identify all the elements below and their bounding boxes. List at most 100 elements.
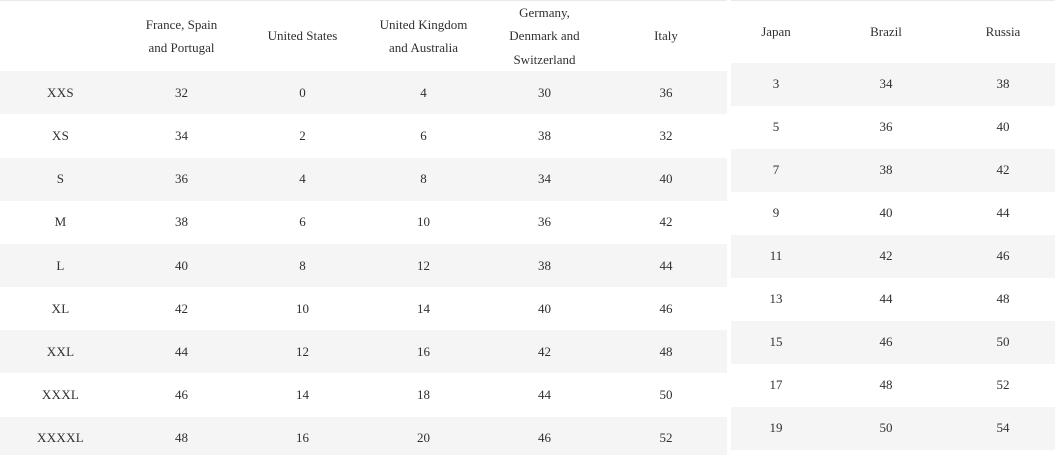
size-value-cell: 40 <box>879 205 893 220</box>
table-row: XXXL 46 14 18 44 50 <box>0 373 727 416</box>
size-value-cell: 40 <box>121 243 242 288</box>
table-row: XS 34 2 6 38 32 <box>0 114 727 157</box>
size-value-cell: 48 <box>996 291 1010 306</box>
size-value-cell: 13 <box>769 291 783 306</box>
size-value-cell: 38 <box>175 214 188 230</box>
size-value-cell: 48 <box>121 416 242 455</box>
size-value-cell: 14 <box>417 300 430 316</box>
size-value-cell: 8 <box>242 243 363 288</box>
size-value-cell: 10 <box>296 300 309 316</box>
size-value-cell: 36 <box>605 71 727 115</box>
size-label: XXXL <box>41 387 80 403</box>
size-value-cell: 50 <box>659 387 673 403</box>
size-value-cell: 38 <box>538 127 551 143</box>
size-value-cell: 40 <box>996 119 1010 134</box>
size-label: S <box>0 157 121 201</box>
table-row: 13 44 48 <box>731 278 1055 321</box>
size-value-cell: 3 <box>731 62 821 106</box>
size-table-asia-americas: Japan Brazil Russia 3 34 38 5 36 40 7 38 42 9 40 44 11… <box>731 0 1055 450</box>
size-value-cell: 8 <box>363 157 484 201</box>
size-value-cell: 52 <box>605 416 727 455</box>
size-value-cell: 4 <box>363 71 484 115</box>
table-row: 9 40 44 <box>731 192 1055 235</box>
size-value-cell: 42 <box>659 214 673 230</box>
size-label: XXXXL <box>0 416 121 455</box>
size-value-cell: 7 <box>731 148 821 192</box>
table-row: XXS 32 0 4 30 36 <box>0 71 727 115</box>
column-header <box>0 1 121 72</box>
right-table-header: Japan Brazil Russia <box>731 1 1055 63</box>
size-value-cell: 36 <box>879 119 893 134</box>
size-value-cell: 11 <box>731 234 821 278</box>
size-value-cell: 48 <box>879 377 893 392</box>
table-row: 11 42 46 <box>731 234 1055 278</box>
column-header: Germany, Denmark and Switzerland <box>509 5 580 67</box>
column-header: Russia <box>985 24 1021 40</box>
size-value-cell: 10 <box>417 214 430 230</box>
size-value-cell: 46 <box>175 387 188 403</box>
size-value-cell: 40 <box>538 300 551 316</box>
size-value-cell: 16 <box>242 416 363 455</box>
size-table-europe-us: France, Spain and Portugal United States U… <box>0 0 727 455</box>
size-value-cell: 44 <box>538 387 551 403</box>
size-value-cell: 44 <box>121 330 242 374</box>
size-value-cell: 44 <box>996 205 1010 220</box>
size-value-cell: 15 <box>731 320 821 364</box>
size-value-cell: 42 <box>951 148 1055 192</box>
size-value-cell: 18 <box>417 387 430 403</box>
table-row: 19 50 54 <box>731 406 1055 450</box>
column-header: Japan <box>761 24 791 40</box>
column-header: United States <box>267 28 338 44</box>
size-value-cell: 12 <box>242 330 363 374</box>
size-value-cell: 48 <box>605 330 727 374</box>
size-label: XXS <box>0 71 121 115</box>
size-value-cell: 42 <box>484 330 605 374</box>
size-value-cell: 32 <box>659 127 673 143</box>
size-label: M <box>54 214 67 230</box>
left-table-body: XXS 32 0 4 30 36 XS 34 2 6 38 32 S 36 4 8 34 40 M 38 6 10 36 42… <box>0 71 727 455</box>
size-value-cell: 30 <box>484 71 605 115</box>
size-value-cell: 36 <box>121 157 242 201</box>
column-header: Italy <box>654 28 678 44</box>
header-row: France, Spain and Portugal United States U… <box>0 1 727 72</box>
size-value-cell: 6 <box>420 127 427 143</box>
size-value-cell: 52 <box>996 377 1010 392</box>
size-value-cell: 42 <box>821 234 951 278</box>
size-value-cell: 46 <box>659 300 673 316</box>
column-header: France, Spain and Portugal <box>145 16 218 56</box>
table-row: 5 36 40 <box>731 106 1055 149</box>
size-value-cell: 50 <box>821 406 951 450</box>
size-value-cell: 14 <box>296 387 309 403</box>
size-value-cell: 50 <box>951 320 1055 364</box>
header-row: Japan Brazil Russia <box>731 1 1055 63</box>
table-row: M 38 6 10 36 42 <box>0 201 727 244</box>
size-value-cell: 38 <box>821 148 951 192</box>
table-row: XXXXL 48 16 20 46 52 <box>0 416 727 455</box>
size-value-cell: 34 <box>175 127 188 143</box>
size-value-cell: 17 <box>769 377 783 392</box>
size-value-cell: 4 <box>242 157 363 201</box>
size-value-cell: 54 <box>951 406 1055 450</box>
size-value-cell: 5 <box>772 119 780 134</box>
size-value-cell: 34 <box>821 62 951 106</box>
size-value-cell: 42 <box>175 300 188 316</box>
table-row: XXL 44 12 16 42 48 <box>0 330 727 374</box>
size-value-cell: 16 <box>363 330 484 374</box>
size-value-cell: 32 <box>121 71 242 115</box>
size-value-cell: 2 <box>299 127 306 143</box>
table-row: 15 46 50 <box>731 320 1055 364</box>
size-value-cell: 40 <box>605 157 727 201</box>
size-value-cell: 44 <box>605 243 727 288</box>
table-row: 7 38 42 <box>731 148 1055 192</box>
size-value-cell: 0 <box>242 71 363 115</box>
size-value-cell: 46 <box>484 416 605 455</box>
size-label: XL <box>51 300 70 316</box>
size-value-cell: 20 <box>363 416 484 455</box>
table-row: L 40 8 12 38 44 <box>0 243 727 288</box>
size-value-cell: 38 <box>484 243 605 288</box>
size-value-cell: 19 <box>731 406 821 450</box>
size-value-cell: 44 <box>879 291 893 306</box>
size-value-cell: 36 <box>538 214 551 230</box>
size-value-cell: 34 <box>484 157 605 201</box>
